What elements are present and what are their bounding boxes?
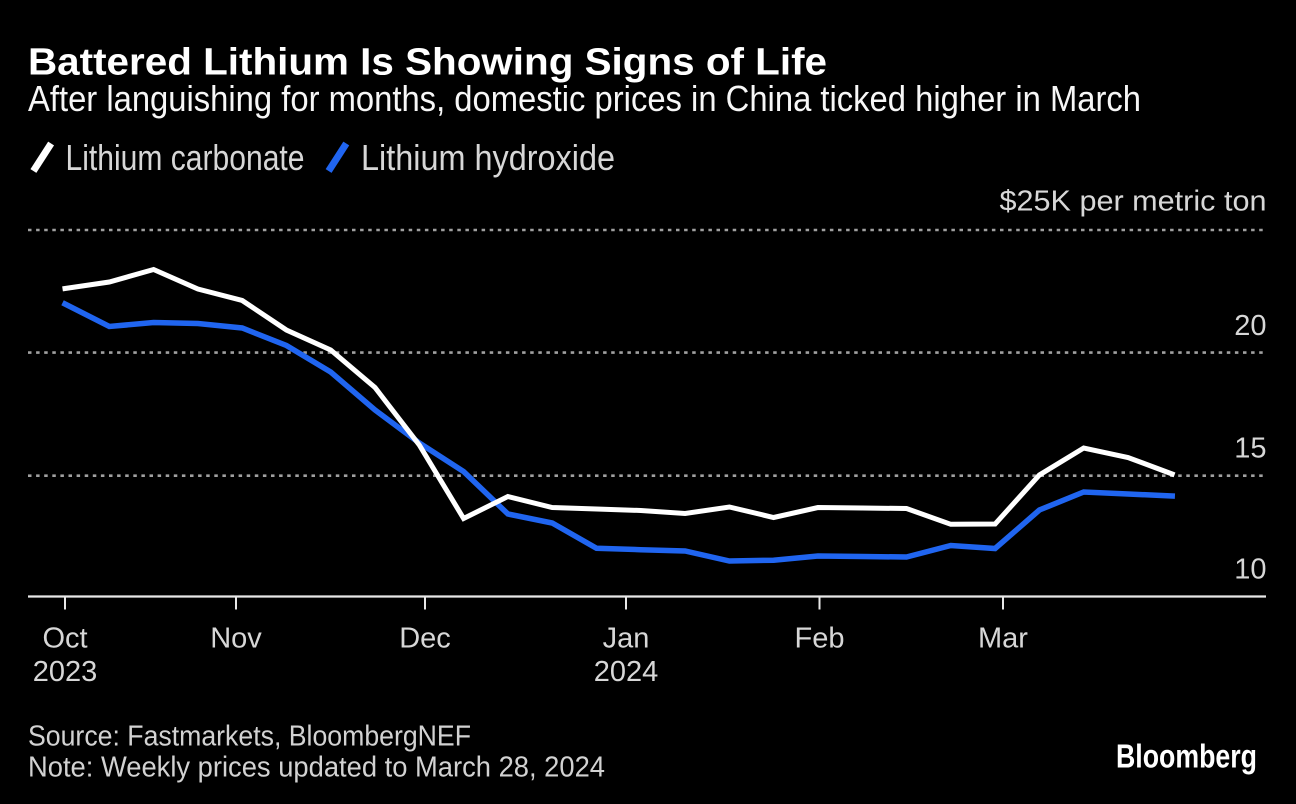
svg-text:Oct: Oct [42, 623, 87, 655]
svg-text:Note: Weekly prices updated to: Note: Weekly prices updated to March 28,… [28, 752, 605, 784]
svg-text:Lithium carbonate: Lithium carbonate [66, 137, 305, 178]
svg-text:Bloomberg: Bloomberg [1116, 738, 1257, 775]
svg-text:Source: Fastmarkets, Bloomberg: Source: Fastmarkets, BloombergNEF [28, 721, 471, 753]
svg-text:Mar: Mar [978, 623, 1028, 655]
svg-text:After languishing for months,: After languishing for months, domestic p… [28, 78, 1141, 119]
svg-text:2024: 2024 [594, 656, 659, 688]
svg-text:Battered Lithium Is Showing Si: Battered Lithium Is Showing Signs of Lif… [28, 42, 827, 84]
svg-text:Lithium hydroxide: Lithium hydroxide [361, 137, 615, 178]
svg-text:2023: 2023 [33, 656, 98, 688]
svg-text:20: 20 [1234, 310, 1266, 342]
svg-text:Jan: Jan [603, 623, 650, 655]
svg-text:Feb: Feb [795, 623, 845, 655]
svg-text:10: 10 [1234, 554, 1266, 586]
svg-text:Nov: Nov [210, 623, 262, 655]
svg-text:15: 15 [1234, 433, 1266, 465]
svg-text:$25K per metric ton: $25K per metric ton [1000, 186, 1267, 218]
svg-text:Dec: Dec [399, 623, 451, 655]
